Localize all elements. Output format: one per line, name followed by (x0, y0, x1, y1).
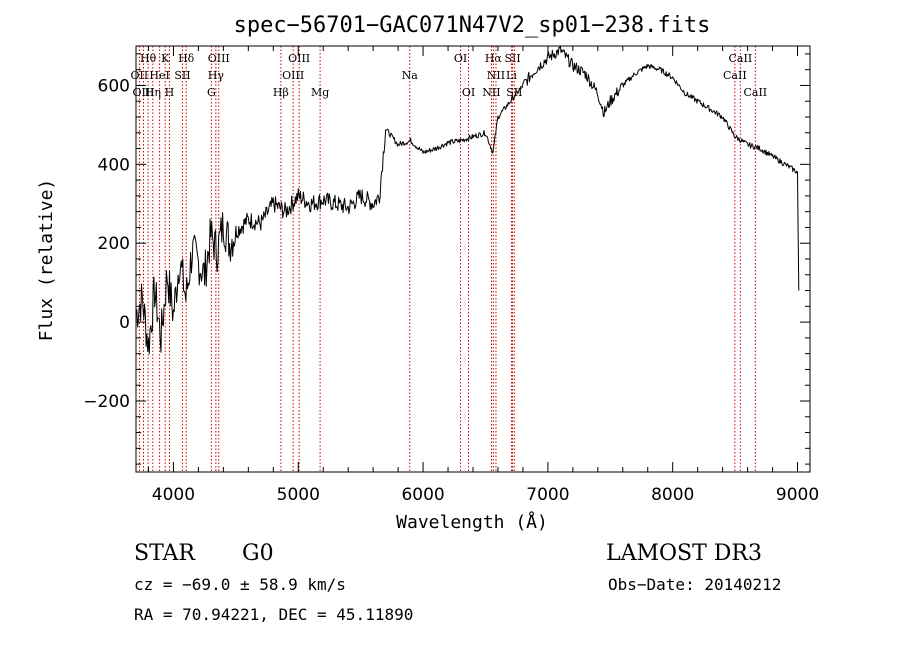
axes-group: 4000 5000 6000 7000 8000 9000 −200 0 200 400 600 (83, 46, 819, 505)
series-line-flux (135, 45, 800, 355)
marker-label-21: G (207, 86, 216, 99)
marker-label-16: Li (506, 69, 517, 82)
marker-label-26: SII (506, 86, 522, 99)
x-tick-label-3: 7000 (526, 485, 569, 505)
y-tick-label-3: 400 (98, 155, 130, 175)
marker-label-13: OIII (282, 69, 304, 82)
marker-label-24: OI (462, 86, 475, 99)
marker-label-23: Mg (311, 86, 329, 99)
marker-label-11: SII (174, 69, 190, 82)
y-tick-label-1: 0 (119, 313, 130, 333)
marker-label-17: CaII (723, 69, 747, 82)
marker-label-7: SII (504, 52, 520, 65)
class-label: STAR (134, 541, 196, 566)
redshift-text: cz = −69.0 ± 58.9 km/s (134, 575, 346, 594)
y-axis-label: Flux (relative) (36, 179, 57, 342)
x-tick-label-5: 9000 (776, 485, 819, 505)
marker-label-10: HeI (149, 69, 169, 82)
marker-label-15: NII (487, 69, 505, 82)
marker-label-9: OII (131, 69, 149, 82)
series-group (135, 45, 800, 355)
x-tick-label-2: 6000 (401, 485, 444, 505)
marker-label-25: NII (482, 86, 500, 99)
x-axis-label: Wavelength (Å) (396, 511, 548, 533)
marker-label-22: Hβ (273, 86, 289, 99)
y-tick-label-0: −200 (83, 392, 130, 412)
x-tick-label-4: 8000 (651, 485, 694, 505)
marker-label-0: Hθ (140, 52, 157, 65)
marker-label-27: CaII (743, 86, 767, 99)
subclass-label: G0 (242, 541, 274, 566)
marker-label-1: K (161, 52, 170, 65)
marker-label-8: CaII (729, 52, 753, 65)
x-tick-label-1: 5000 (277, 485, 320, 505)
marker-label-14: Na (402, 69, 419, 82)
marker-label-5: OI (454, 52, 467, 65)
coords-text: RA = 70.94221, DEC = 45.11890 (134, 605, 413, 624)
y-tick-label-4: 600 (98, 76, 130, 96)
marker-label-3: OIII (208, 52, 230, 65)
marker-label-12: Hγ (208, 69, 225, 82)
chart-title: spec−56701−GAC071N47V2_sp01−238.fits (234, 13, 711, 38)
obs-date-text: Obs−Date: 20140212 (608, 575, 781, 594)
survey-label: LAMOST DR3 (606, 541, 762, 566)
marker-label-20: H (165, 86, 175, 99)
marker-label-2: Hδ (178, 52, 195, 65)
marker-label-6: Hα (485, 52, 503, 65)
y-tick-label-2: 200 (98, 234, 130, 254)
marker-label-19: Hη (145, 86, 161, 99)
x-tick-label-0: 4000 (152, 485, 195, 505)
marker-label-4: OIII (288, 52, 310, 65)
marker-label-18: OIII (132, 86, 154, 99)
